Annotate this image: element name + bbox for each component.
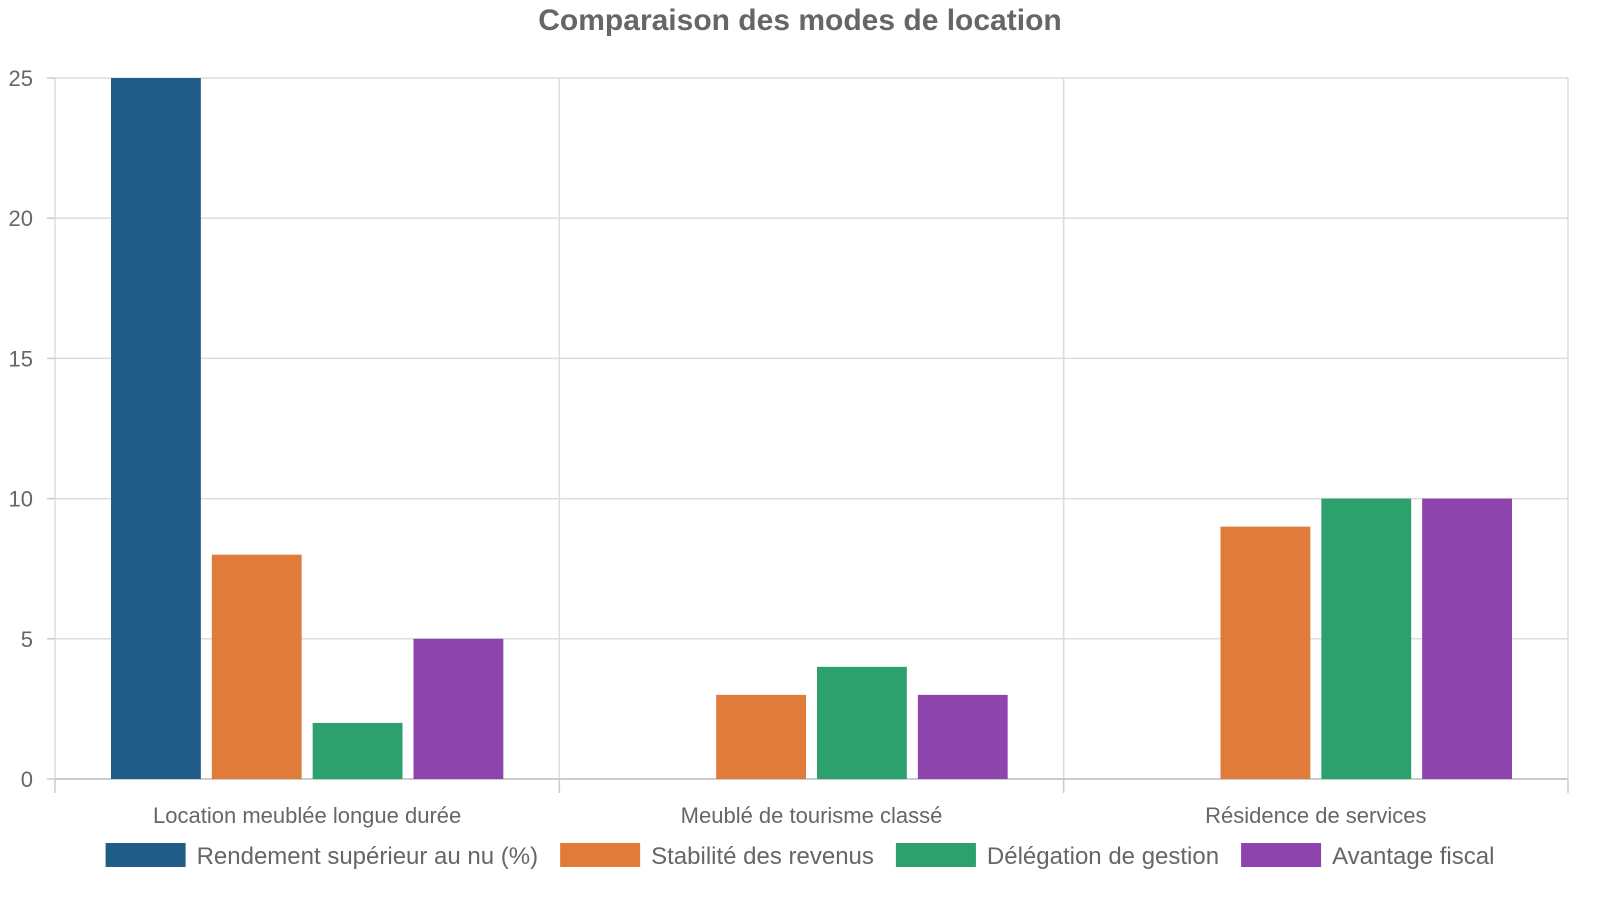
y-tick-label: 20 <box>9 206 33 231</box>
bars <box>111 78 1512 779</box>
bar <box>716 694 806 779</box>
y-tick-label: 10 <box>9 487 33 512</box>
legend-swatch <box>895 843 976 867</box>
legend-swatch <box>560 843 641 867</box>
x-tick-label: Résidence de services <box>1205 803 1426 828</box>
y-tick-label: 0 <box>21 767 33 792</box>
chart-title: Comparaison des modes de location <box>538 4 1061 37</box>
bar <box>817 666 907 779</box>
bar <box>111 78 201 779</box>
bar <box>1220 526 1311 779</box>
x-tick-label: Location meublée longue durée <box>153 803 461 828</box>
y-tick-label: 25 <box>9 66 33 91</box>
legend-swatch <box>1241 843 1322 867</box>
legend-label: Stabilité des revenus <box>651 843 874 870</box>
grid-lines <box>54 77 1569 779</box>
x-tick-labels: Location meublée longue durée Meublé de t… <box>153 803 1426 828</box>
bar <box>312 722 403 779</box>
legend-label: Rendement supérieur au nu (%) <box>197 843 539 870</box>
bar <box>1321 498 1412 779</box>
axes <box>47 77 1569 793</box>
bar <box>211 554 302 779</box>
y-tick-label: 15 <box>9 346 33 371</box>
y-tick-label: 5 <box>21 627 33 652</box>
y-tick-labels: 0 5 10 15 20 25 <box>9 66 33 792</box>
bar <box>413 638 504 779</box>
bar <box>1422 498 1512 779</box>
bar <box>917 694 1008 779</box>
x-tick-label: Meublé de tourisme classé <box>681 803 943 828</box>
legend-label: Avantage fiscal <box>1332 843 1494 870</box>
legend: Rendement supérieur au nu (%) Stabilité d… <box>105 843 1494 870</box>
legend-swatch <box>105 843 186 867</box>
legend-label: Délégation de gestion <box>987 843 1219 870</box>
